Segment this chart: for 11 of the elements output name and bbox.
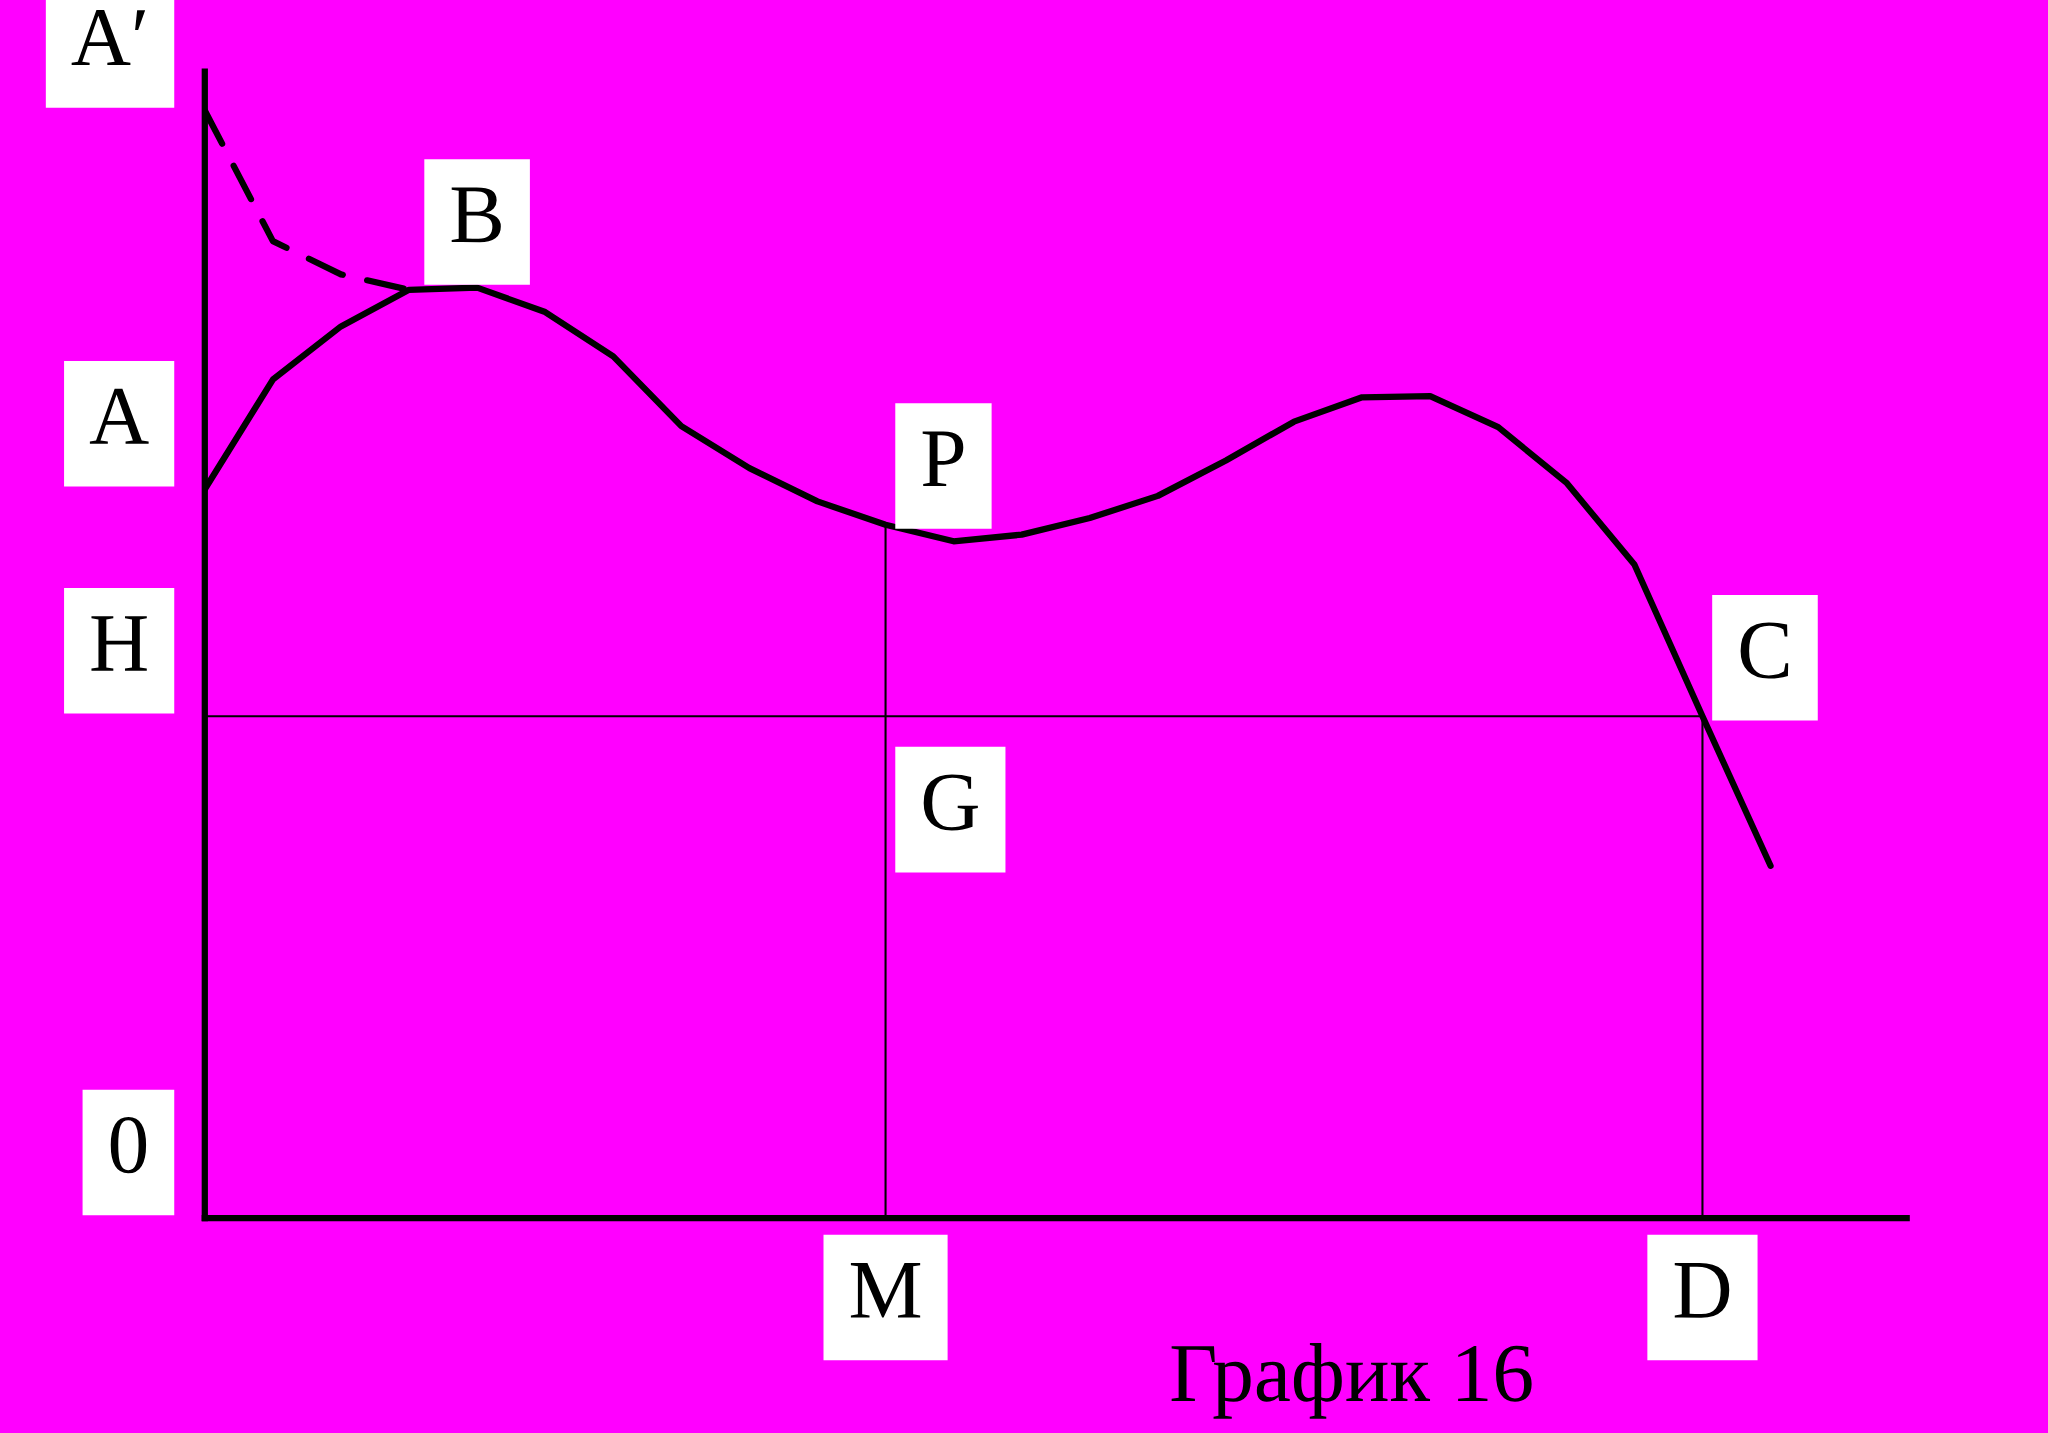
- annotation: C: [1740, 622, 1789, 679]
- x-tick-label: D: [1674, 1262, 1730, 1318]
- text: График 16: [1171, 1343, 1532, 1419]
- text: A: [89, 388, 149, 444]
- annotation: P: [922, 431, 964, 487]
- annotation: B: [451, 187, 501, 243]
- text: A′: [71, 9, 146, 65]
- x-tick-label: M: [850, 1262, 921, 1318]
- text: 0: [110, 1117, 147, 1174]
- annotation: G: [923, 774, 978, 831]
- text: H: [91, 616, 147, 671]
